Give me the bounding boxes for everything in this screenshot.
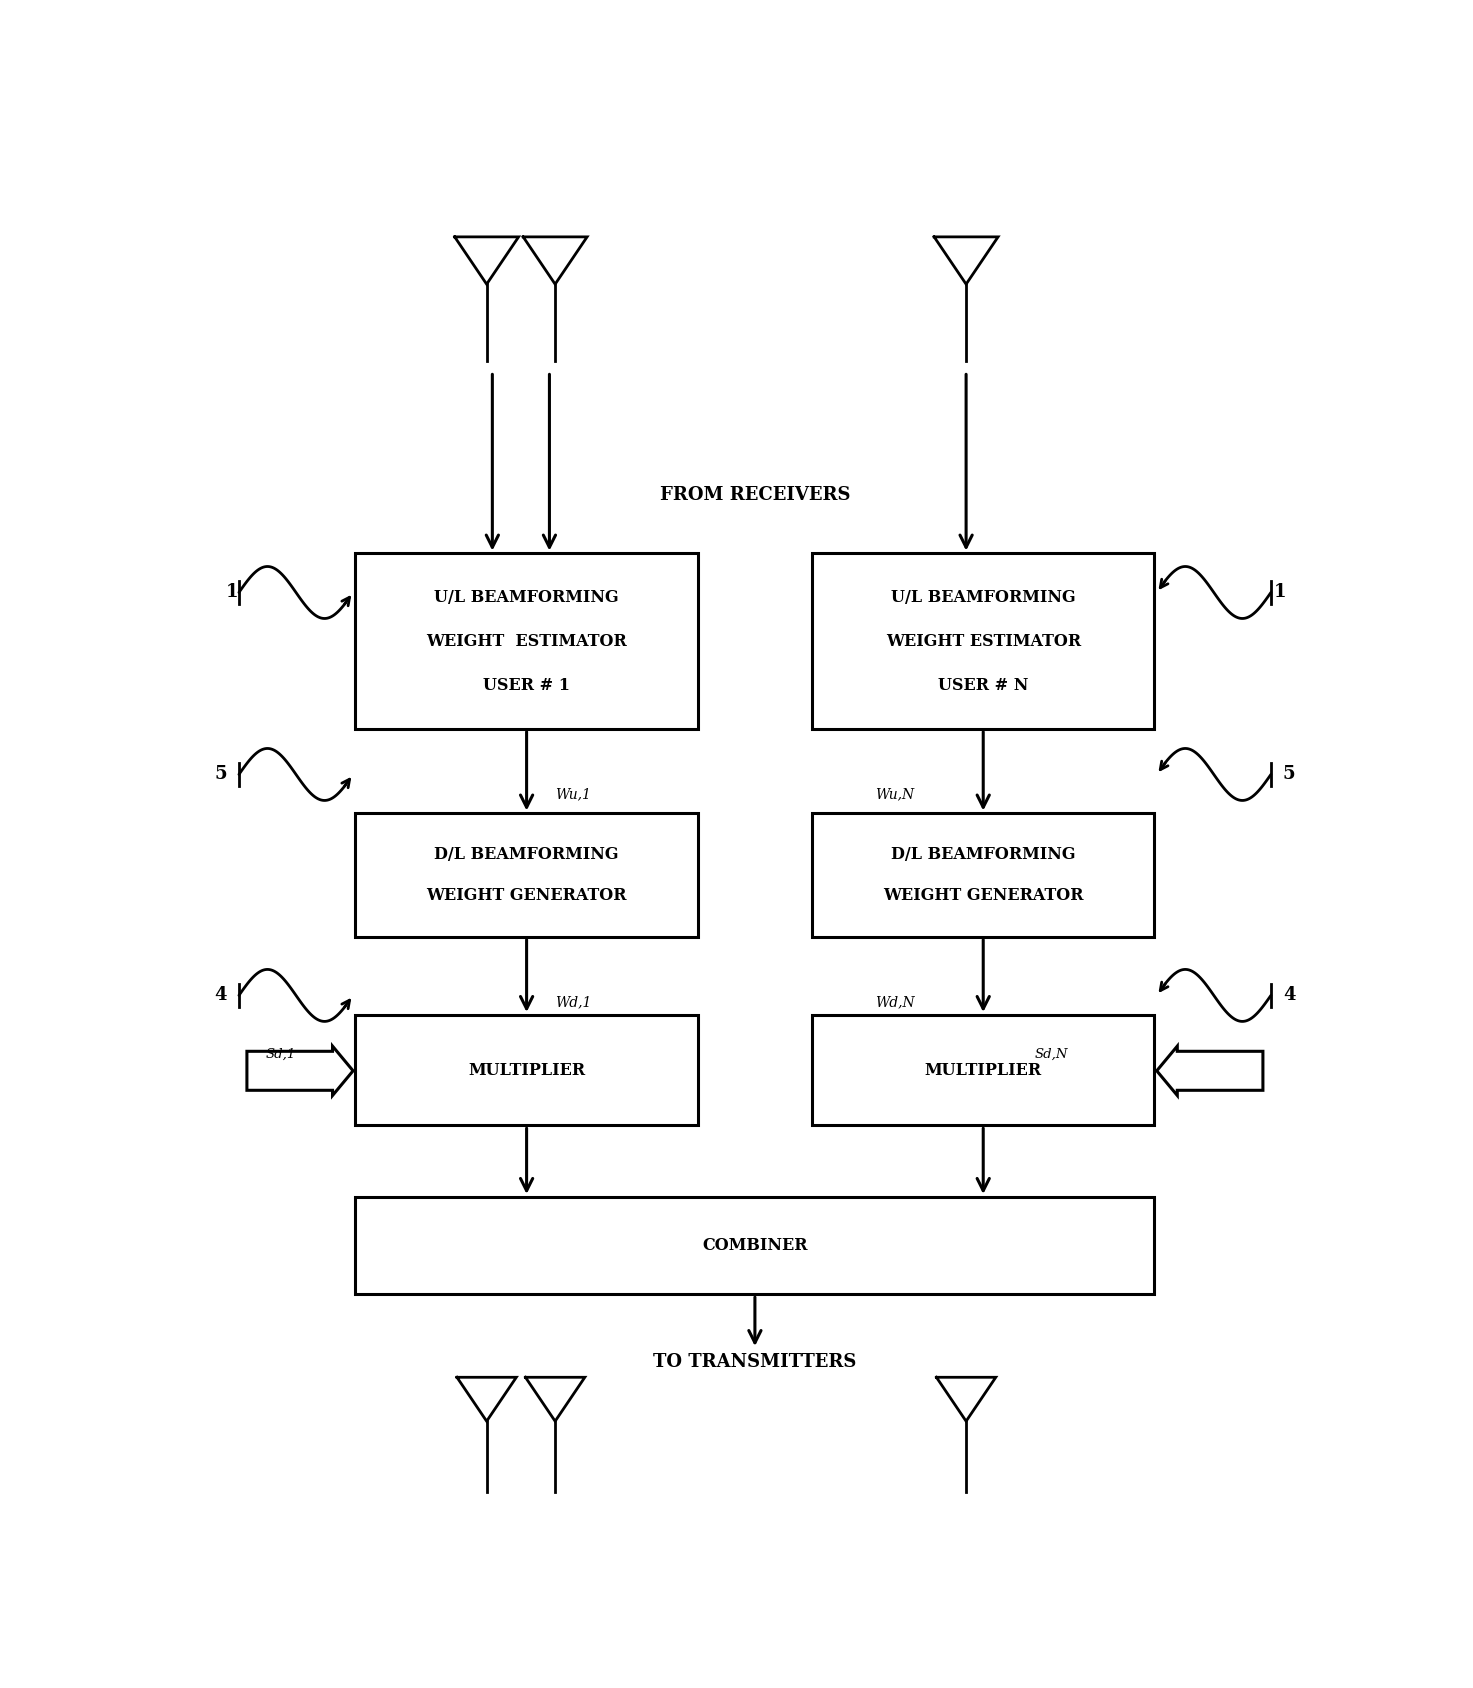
Text: Wd,N: Wd,N — [875, 994, 915, 1009]
Text: USER # N: USER # N — [938, 677, 1028, 694]
Text: Wu,1: Wu,1 — [555, 787, 591, 800]
Bar — [355, 554, 698, 729]
Text: WEIGHT ESTIMATOR: WEIGHT ESTIMATOR — [885, 633, 1081, 650]
Text: 1: 1 — [1274, 584, 1286, 601]
Text: D/L BEAMFORMING: D/L BEAMFORMING — [435, 846, 619, 863]
Text: D/L BEAMFORMING: D/L BEAMFORMING — [891, 846, 1075, 863]
Text: Wd,1: Wd,1 — [555, 994, 592, 1009]
FancyArrow shape — [247, 1047, 354, 1096]
Text: COMBINER: COMBINER — [703, 1237, 807, 1254]
Text: MULTIPLIER: MULTIPLIER — [468, 1062, 585, 1079]
Bar — [812, 554, 1155, 729]
Text: WEIGHT  ESTIMATOR: WEIGHT ESTIMATOR — [426, 633, 627, 650]
FancyArrow shape — [1156, 1047, 1262, 1096]
Text: Sd,N: Sd,N — [1036, 1047, 1068, 1060]
Text: 4: 4 — [1283, 986, 1295, 1004]
Text: TO TRANSMITTERS: TO TRANSMITTERS — [653, 1354, 857, 1371]
Text: 4: 4 — [215, 986, 227, 1004]
Bar — [355, 1197, 1155, 1295]
Bar — [355, 1014, 698, 1126]
Text: USER # 1: USER # 1 — [483, 677, 570, 694]
Text: Wu,N: Wu,N — [875, 787, 913, 800]
Text: MULTIPLIER: MULTIPLIER — [925, 1062, 1041, 1079]
Text: U/L BEAMFORMING: U/L BEAMFORMING — [891, 589, 1075, 606]
Text: 5: 5 — [1283, 765, 1295, 783]
Text: 5: 5 — [215, 765, 227, 783]
Text: Sd,1: Sd,1 — [267, 1047, 296, 1060]
Text: 1: 1 — [225, 584, 239, 601]
Text: FROM RECEIVERS: FROM RECEIVERS — [660, 486, 850, 505]
Bar — [812, 814, 1155, 937]
Text: U/L BEAMFORMING: U/L BEAMFORMING — [435, 589, 619, 606]
Bar — [355, 814, 698, 937]
Text: WEIGHT GENERATOR: WEIGHT GENERATOR — [426, 888, 627, 905]
Text: WEIGHT GENERATOR: WEIGHT GENERATOR — [882, 888, 1084, 905]
Bar — [812, 1014, 1155, 1126]
